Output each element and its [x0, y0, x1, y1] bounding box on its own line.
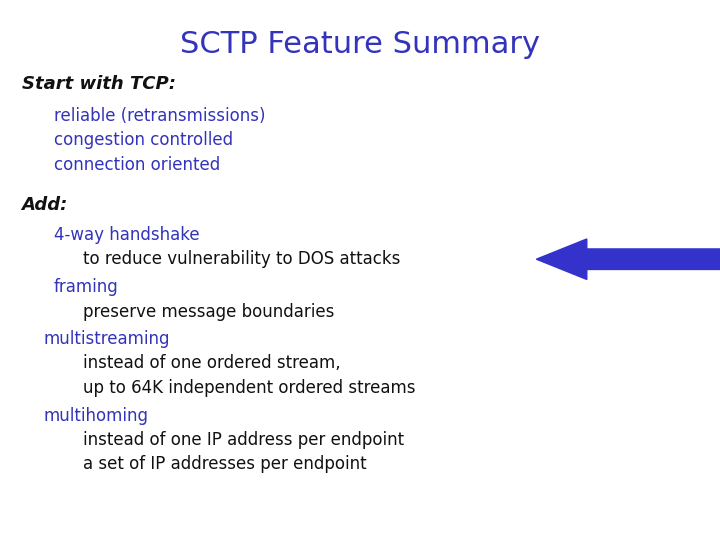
Text: framing: framing: [54, 278, 119, 296]
Text: Add:: Add:: [22, 196, 68, 214]
Text: congestion controlled: congestion controlled: [54, 131, 233, 150]
FancyArrow shape: [536, 239, 720, 280]
Text: multistreaming: multistreaming: [43, 330, 170, 348]
Text: reliable (retransmissions): reliable (retransmissions): [54, 107, 266, 125]
Text: Start with TCP:: Start with TCP:: [22, 75, 176, 93]
Text: to reduce vulnerability to DOS attacks: to reduce vulnerability to DOS attacks: [83, 250, 400, 268]
Text: 4-way handshake: 4-way handshake: [54, 226, 199, 244]
Text: connection oriented: connection oriented: [54, 156, 220, 174]
Text: instead of one ordered stream,: instead of one ordered stream,: [83, 354, 341, 373]
Text: multihoming: multihoming: [43, 407, 148, 425]
Text: up to 64K independent ordered streams: up to 64K independent ordered streams: [83, 379, 415, 397]
Text: a set of IP addresses per endpoint: a set of IP addresses per endpoint: [83, 455, 366, 474]
Text: SCTP Feature Summary: SCTP Feature Summary: [180, 30, 540, 59]
Text: instead of one IP address per endpoint: instead of one IP address per endpoint: [83, 431, 404, 449]
Text: preserve message boundaries: preserve message boundaries: [83, 302, 334, 321]
